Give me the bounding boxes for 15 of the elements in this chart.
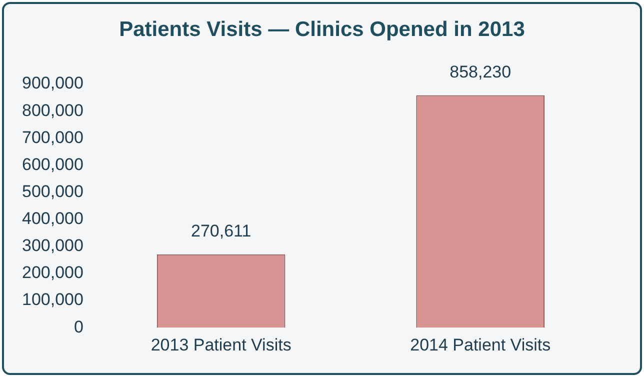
data-label: 270,611 — [190, 222, 252, 241]
y-tick-label: 100,000 — [22, 290, 84, 310]
y-tick-label: 700,000 — [22, 128, 84, 147]
y-tick-label: 900,000 — [22, 74, 84, 93]
y-tick-label: 800,000 — [22, 100, 84, 120]
data-label: 858,230 — [450, 62, 512, 82]
y-tick-label: 500,000 — [22, 182, 84, 201]
y-tick-label: 200,000 — [22, 263, 84, 282]
y-tick-label: 0 — [74, 317, 84, 336]
x-tick-label: 2013 Patient Visits — [150, 335, 292, 354]
y-tick-label: 600,000 — [22, 154, 84, 174]
y-tick-label: 400,000 — [22, 209, 84, 228]
chart-title: Patients Visits — Clinics Opened in 2013 — [118, 18, 526, 42]
x-tick-label: 2014 Patient Visits — [410, 335, 551, 354]
y-tick-label: 300,000 — [22, 236, 84, 256]
